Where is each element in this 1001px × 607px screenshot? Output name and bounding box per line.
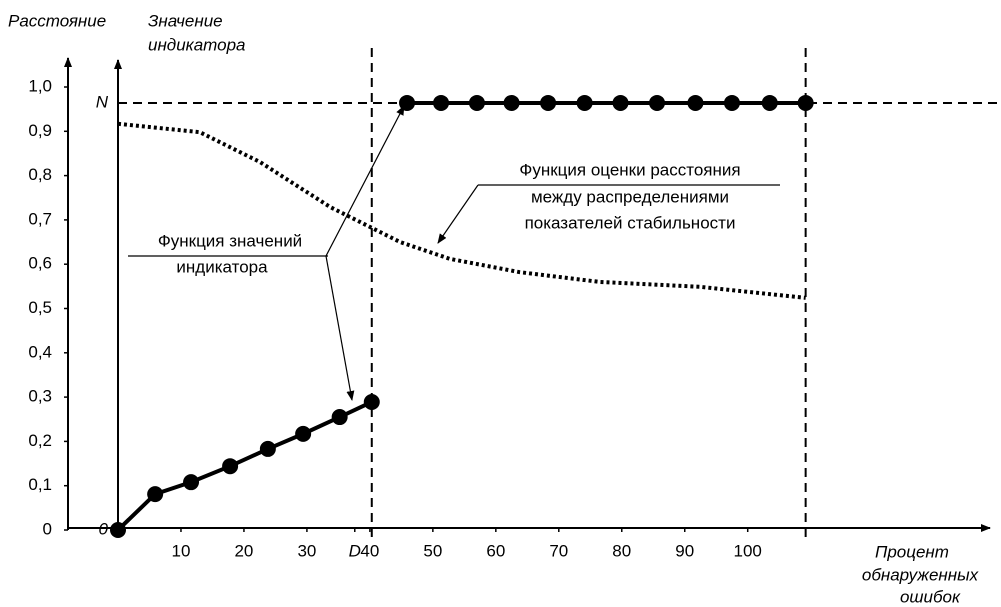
y2-axis-label: Значение [148, 11, 223, 30]
x-tick-label: 50 [423, 541, 442, 560]
y-tick-label: 0,9 [28, 121, 52, 140]
annotation-text: Функция значений [158, 231, 302, 250]
arrow [325, 255, 355, 401]
y-tick-label: 0 [43, 519, 52, 538]
y2-axis-label: индикатора [148, 35, 245, 54]
y2-tick-label: 0 [99, 519, 109, 538]
annotation-text: индикатора [176, 257, 268, 276]
x-axis-label: обнаруженных [862, 565, 979, 584]
y-tick-label: 0,3 [28, 387, 52, 406]
marker [540, 94, 557, 111]
x-tick-label: 20 [234, 541, 253, 560]
marker [576, 94, 593, 111]
annotation-text: показателей стабильности [525, 213, 736, 232]
y-tick-label: 0,8 [28, 165, 52, 184]
y-tick-label: 0,2 [28, 431, 52, 450]
y-tick-label: 0,7 [28, 209, 52, 228]
y2-tick-label: N [96, 92, 109, 111]
y-tick-label: 0,5 [28, 298, 52, 317]
y-tick-label: 0,6 [28, 254, 52, 273]
marker [503, 94, 520, 111]
marker [331, 409, 348, 426]
y-tick-label: 0,4 [28, 342, 52, 361]
x-tick-label: 90 [675, 541, 694, 560]
x-tick-label: 10 [172, 541, 191, 560]
x-tick-label: 70 [549, 541, 568, 560]
x-axis-label: Процент [875, 542, 949, 561]
x-axis-label: ошибок [900, 587, 961, 606]
marker [649, 94, 666, 111]
annotation-text: между распределениями [531, 187, 729, 206]
x-tick-label: D [349, 541, 361, 560]
y-tick-label: 1,0 [28, 76, 52, 95]
axes [64, 57, 991, 532]
annotation: Функция значений индикатора Функция оцен… [128, 105, 780, 401]
marker [363, 393, 380, 410]
x-tick-label: 60 [486, 541, 505, 560]
arrow [437, 184, 479, 244]
marker [399, 94, 416, 111]
marker [612, 94, 629, 111]
y-tick-label: 0,1 [28, 475, 52, 494]
marker [723, 94, 740, 111]
marker [761, 94, 778, 111]
x-tick-label: 80 [612, 541, 631, 560]
arrow [325, 105, 405, 257]
annotation-text: Функция оценки расстояния [519, 160, 740, 179]
marker [468, 94, 485, 111]
marker [259, 440, 276, 457]
dotted-line [117, 121, 806, 300]
marker [295, 425, 312, 442]
marker [147, 486, 164, 503]
x-tick-label: 100 [734, 541, 762, 560]
marker [183, 474, 200, 491]
marker [797, 94, 814, 111]
x-tick-label: 40 [360, 541, 379, 560]
plot: 0 0,1 0,2 0,3 0,4 0,5 0,6 0,7 0,8 0,9 1,0 0 N 10 20 30 D… [28, 48, 998, 560]
marker [433, 94, 450, 111]
marker [110, 522, 126, 538]
marker [687, 94, 704, 111]
x-tick-label: 30 [297, 541, 316, 560]
y-axis-label: Расстояние [8, 11, 106, 30]
marker [222, 458, 239, 475]
